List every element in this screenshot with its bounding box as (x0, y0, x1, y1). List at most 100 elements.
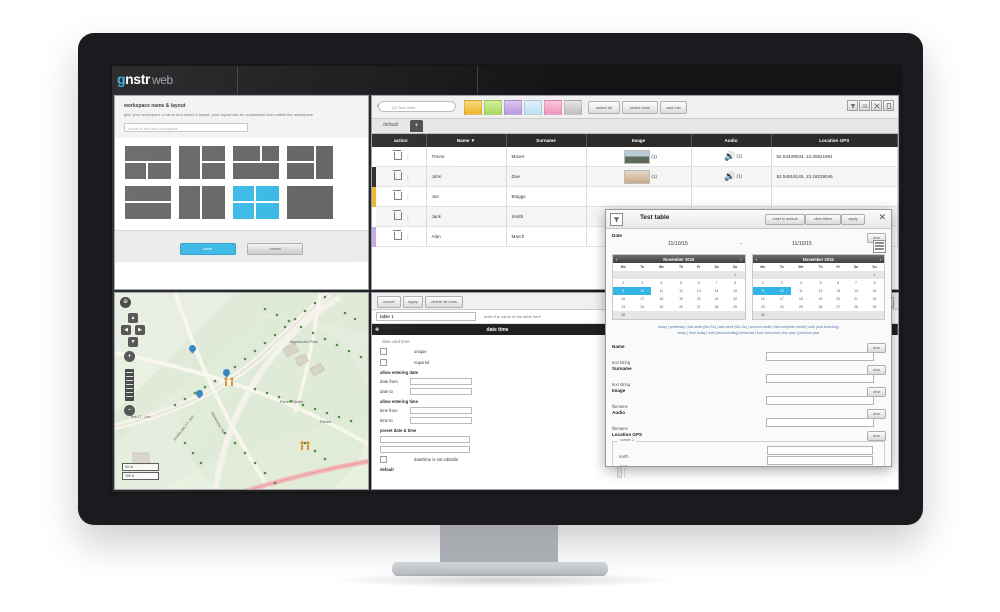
clear-filters-button[interactable]: clear filters (805, 214, 841, 225)
calendar-day[interactable]: 25 (659, 305, 664, 309)
time-from-row[interactable]: time from (380, 407, 624, 414)
table-row[interactable]: ⋮ Trevor Moore (1) 🔊 (1) 52.53439034, 13… (372, 147, 898, 167)
layout-option-1[interactable] (125, 146, 171, 179)
calendar-day[interactable]: 14 (854, 289, 858, 293)
calendar-day[interactable]: 9 (752, 287, 774, 295)
cell-audio[interactable]: 🔊 (1) (691, 147, 772, 167)
calendar-day[interactable]: 19 (818, 297, 823, 301)
calendar-day[interactable]: 11 (799, 289, 803, 293)
zoom-out-button[interactable]: − (124, 405, 135, 416)
calendar-day[interactable]: 16 (621, 297, 626, 301)
calendar-day[interactable]: 4 (799, 281, 802, 285)
calendar-day[interactable]: 29 (872, 305, 877, 309)
calendar-day[interactable]: 17 (640, 297, 645, 301)
calendar-day[interactable]: 23 (760, 305, 765, 309)
row-action[interactable]: ⋮ (376, 226, 427, 247)
delete-icon[interactable] (393, 210, 403, 220)
calendar-day[interactable]: 14 (714, 289, 719, 293)
layout-option-5[interactable] (125, 186, 171, 219)
quick-date-links[interactable]: today | yesterday | this week (Mo-Su) | … (606, 320, 891, 340)
workspace-save-button[interactable]: save (179, 243, 236, 255)
grid-header-action[interactable]: action (376, 134, 427, 147)
calendar-day[interactable]: 22 (872, 297, 877, 301)
calendar-day[interactable]: 12 (679, 289, 683, 293)
audio-filter-input[interactable] (766, 417, 874, 427)
calendar-day[interactable]: 11 (659, 289, 664, 293)
calendar-day[interactable]: 30 (752, 311, 774, 319)
gps-clear-button[interactable]: clear (867, 430, 886, 441)
calendar-day[interactable]: 8 (734, 281, 736, 285)
designer-cancel-button[interactable]: cancel (377, 296, 401, 308)
zoom-slider[interactable] (125, 369, 134, 401)
color-swatch-5[interactable] (544, 100, 562, 115)
calendar-day[interactable]: 12 (818, 289, 823, 293)
map-pin-1[interactable] (187, 343, 198, 355)
calendar-day[interactable]: 15 (733, 289, 737, 293)
search-input[interactable]: (5) Test table (378, 101, 456, 112)
calendar-prev-icon[interactable]: ‹ (616, 256, 618, 262)
filter-icon[interactable] (610, 213, 623, 226)
time-to-row[interactable]: time to (380, 417, 624, 424)
add-row-button[interactable]: add row (660, 101, 687, 114)
color-swatch-3[interactable] (504, 100, 522, 115)
color-swatch-4[interactable] (524, 100, 542, 115)
color-swatch-6[interactable] (564, 100, 582, 115)
layout-option-3[interactable] (233, 146, 279, 179)
required-checkbox[interactable] (380, 359, 387, 366)
calendar-day[interactable]: 27 (696, 305, 701, 309)
pan-down-button[interactable]: ▼ (128, 337, 138, 347)
map-canvas[interactable]: Bayerischer Platz Pariser Straße Straße … (115, 293, 368, 489)
calendar-day[interactable]: 17 (779, 297, 784, 301)
date-to-input[interactable] (410, 388, 472, 395)
more-icon[interactable]: ⋮ (405, 176, 412, 182)
row-action[interactable]: ⋮ (376, 186, 427, 207)
calendar-day[interactable]: 9 (613, 287, 634, 295)
designer-apply-button[interactable]: apply (403, 296, 423, 308)
calendar-day[interactable]: 20 (836, 297, 841, 301)
layout-option-7[interactable] (233, 186, 279, 219)
calendar-day[interactable]: 28 (714, 305, 719, 309)
pan-right-button[interactable]: ▶ (135, 325, 145, 335)
calendar-day[interactable]: 24 (779, 305, 784, 309)
color-swatch-2[interactable] (484, 100, 502, 115)
calendar-day[interactable]: 1 (865, 271, 884, 279)
column-move-icon[interactable]: ✥ (375, 326, 380, 333)
restore-icon[interactable] (883, 100, 894, 111)
calendar-day[interactable]: 10 (773, 287, 791, 295)
delete-icon[interactable] (393, 150, 403, 160)
close-icon[interactable]: ✕ (878, 212, 886, 222)
calendar-day[interactable]: 26 (818, 305, 823, 309)
preset-date-input[interactable] (380, 436, 470, 443)
calendar-day[interactable]: 21 (854, 297, 858, 301)
calendar-day[interactable]: 27 (836, 305, 841, 309)
calendar-day[interactable]: 6 (837, 281, 840, 285)
calendar-day[interactable]: 18 (659, 297, 664, 301)
row-action[interactable]: ⋮ (376, 166, 427, 187)
unique-checkbox-row[interactable]: unique (380, 348, 624, 355)
row-action[interactable]: ⋮ (376, 147, 427, 167)
calendar-day[interactable]: 5 (819, 281, 822, 285)
layout-option-2[interactable] (179, 146, 225, 179)
name-filter-input[interactable] (766, 351, 874, 361)
image-clear-button[interactable]: clear (867, 386, 886, 397)
tab-add-button[interactable]: + (410, 120, 423, 132)
grid-header-surname[interactable]: Surname (506, 134, 587, 147)
layout-option-8[interactable] (287, 186, 333, 219)
more-icon[interactable]: ⋮ (405, 236, 412, 242)
calendar-day[interactable]: 18 (799, 297, 803, 301)
pan-up-button[interactable]: ▲ (128, 313, 138, 323)
not-editable-checkbox[interactable] (380, 456, 387, 463)
cell-image[interactable]: (1) (586, 166, 692, 187)
pan-left-button[interactable]: ◀ (121, 325, 131, 335)
more-icon[interactable]: ⋮ (405, 196, 412, 202)
gps-west-input[interactable] (767, 455, 873, 465)
time-from-input[interactable] (410, 407, 472, 414)
preset-date-row[interactable] (380, 436, 624, 443)
gps-north-input[interactable] (767, 445, 873, 455)
calendar-day[interactable]: 28 (854, 305, 858, 309)
calendar-day[interactable]: 20 (696, 297, 701, 301)
select-all-button[interactable]: select all (588, 101, 620, 114)
calendar-from[interactable]: ‹ November 2015 › Mo Tu We Th Fr Sa Su 1… (612, 254, 746, 320)
close-icon[interactable] (871, 100, 882, 111)
calendar-icon[interactable] (873, 240, 886, 253)
